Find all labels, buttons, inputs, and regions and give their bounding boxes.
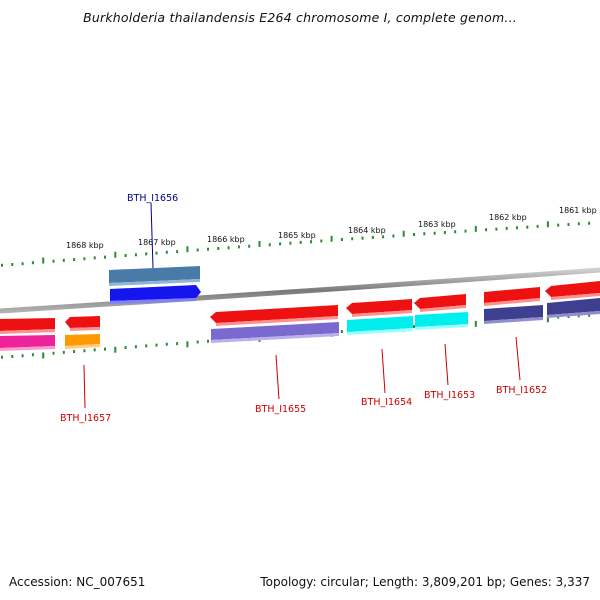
scale-label-1866: 1866 kbp (207, 235, 245, 244)
accession-text: Accession: NC_007651 (9, 575, 146, 589)
gene-bth-i1654-red[interactable] (346, 299, 412, 314)
scale-label-1868: 1868 kbp (66, 241, 104, 250)
gene-bth-i1657-orange[interactable] (65, 334, 100, 346)
scale-label-1864: 1864 kbp (348, 226, 386, 235)
gene-label-bth-i1657[interactable]: BTH_I1657 (60, 413, 111, 424)
gene-right-partial-navy[interactable] (547, 298, 600, 315)
gene-bth-i1655-red[interactable] (210, 305, 338, 323)
gene-bth-i1652-navy[interactable] (484, 305, 543, 321)
scale-labels: 1868 kbp 1867 kbp 1866 kbp 1865 kbp 1864… (66, 206, 597, 250)
scale-label-1867: 1867 kbp (138, 238, 176, 247)
leader-lines (83, 202, 521, 409)
gene-left-partial-red[interactable] (0, 318, 55, 331)
gene-bth-i1655-purple[interactable] (211, 322, 339, 340)
scale-label-1862: 1862 kbp (489, 213, 527, 222)
gene-label-bth-i1652[interactable]: BTH_I1652 (496, 385, 547, 396)
gene-bth-i1652-red[interactable] (484, 287, 540, 303)
map-title: Burkholderia thailandensis E264 chromoso… (83, 10, 517, 25)
gene-right-partial-red[interactable] (545, 281, 600, 297)
gene-label-bth-i1654[interactable]: BTH_I1654 (361, 397, 412, 408)
gene-labels[interactable]: BTH_I1656 BTH_I1657 BTH_I1655 BTH_I1654 … (60, 193, 547, 424)
gene-left-partial-magenta[interactable] (0, 335, 55, 348)
upper-tick-track (1, 221, 591, 267)
scale-label-1863: 1863 kbp (418, 220, 456, 229)
summary-text: Topology: circular; Length: 3,809,201 bp… (260, 575, 590, 589)
gene-label-bth-i1655[interactable]: BTH_I1655 (255, 404, 306, 415)
gene-bth-i1653-cyan[interactable] (415, 312, 468, 327)
gene-bth-i1653-red[interactable] (414, 294, 466, 309)
gene-bth-i1654-cyan[interactable] (347, 316, 413, 332)
chromosome-backbone (0, 267, 600, 314)
gene-label-bth-i1656[interactable]: BTH_I1656 (127, 193, 178, 204)
scale-label-1861: 1861 kbp (559, 206, 597, 215)
gene-bth-i1657-red[interactable] (65, 316, 100, 328)
gene-bth-i1656-steel[interactable] (109, 266, 200, 283)
gene-features[interactable] (0, 266, 600, 351)
gene-bth-i1656-blue[interactable] (110, 285, 201, 301)
gene-label-bth-i1653[interactable]: BTH_I1653 (424, 390, 475, 401)
scale-label-1865: 1865 kbp (278, 231, 316, 240)
